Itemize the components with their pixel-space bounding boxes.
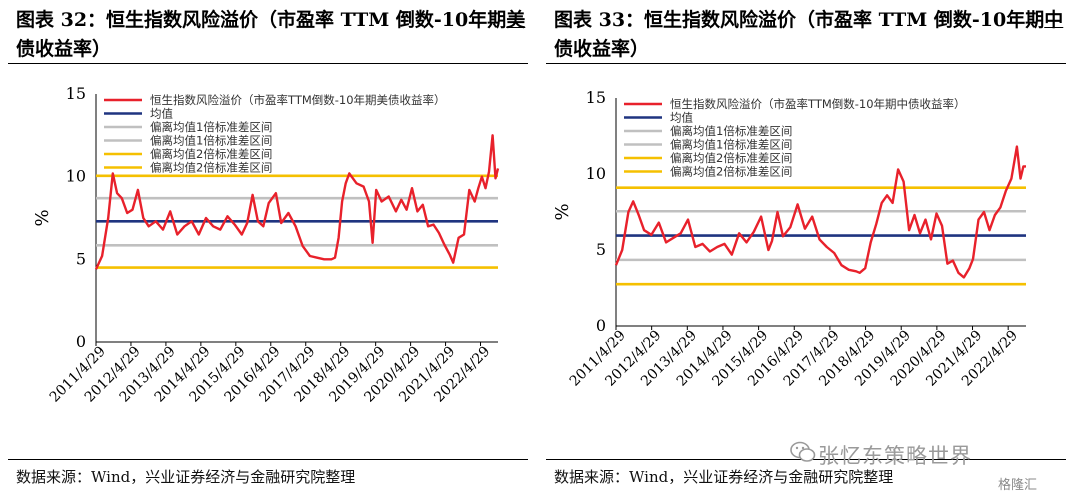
y-axis-label: % [32, 209, 53, 226]
risk-premium-series-line [94, 134, 500, 270]
legend-label: 偏离均值2倍标准差区间 [670, 151, 792, 165]
legend-label: 恒生指数风险溢价（市盈率TTM倒数-10年期中债收益率） [670, 97, 966, 111]
chart-title-left: 图表 32：恒生指数风险溢价（市盈率 TTM 倒数-10年期美债收益率） [16, 9, 526, 60]
y-tick-label: 15 [66, 84, 86, 103]
watermark-text: 张忆东策略世界 [818, 444, 972, 468]
y-tick-label: 5 [76, 249, 86, 268]
watermark-logo: 格隆汇 [998, 478, 1038, 493]
divider-top-right [546, 63, 1066, 64]
y-tick-label: 15 [586, 88, 606, 107]
legend-label: 均值 [150, 107, 173, 121]
y-tick-label: 5 [596, 240, 606, 259]
divider-bottom-left [8, 459, 528, 460]
divider-top-left [8, 63, 528, 64]
y-tick-label: 10 [66, 167, 86, 186]
legend-label: 偏离均值1倍标准差区间 [670, 138, 792, 152]
chart-panel-left: 图表 32：恒生指数风险溢价（市盈率 TTM 倒数-10年期美债收益率） 0 5 1… [8, 0, 528, 502]
legend-label: 偏离均值2倍标准差区间 [150, 147, 272, 161]
legend-label: 偏离均值2倍标准差区间 [670, 165, 792, 179]
legend-label: 偏离均值1倍标准差区间 [150, 120, 272, 134]
y-tick-label: 0 [596, 316, 606, 335]
y-tick-label: 10 [586, 164, 606, 183]
wechat-icon [790, 441, 816, 462]
y-axis-label: % [552, 203, 573, 220]
line-chart-right: 051015%2011/4/292012/4/292013/4/292014/4… [552, 88, 1026, 390]
risk-premium-series-line [614, 145, 1026, 279]
source-note-right: 数据来源：Wind，兴业证券经济与金融研究院整理 [554, 468, 894, 486]
y-tick-label: 0 [76, 332, 86, 351]
legend-label: 均值 [670, 111, 693, 125]
legend-label: 偏离均值1倍标准差区间 [150, 134, 272, 148]
legend-label: 偏离均值1倍标准差区间 [670, 124, 792, 138]
line-chart-left: 051015%2011/4/292012/4/292013/4/292014/4… [32, 84, 500, 406]
legend-label: 偏离均值2倍标准差区间 [150, 161, 272, 175]
chart-panel-right: 图表 33：恒生指数风险溢价（市盈率 TTM 倒数-10年期中债收益率） 0 5 1… [546, 0, 1066, 502]
legend-label: 恒生指数风险溢价（市盈率TTM倒数-10年期美债收益率） [150, 93, 446, 107]
source-note-left: 数据来源：Wind，兴业证券经济与金融研究院整理 [16, 468, 356, 486]
chart-title-right: 图表 33：恒生指数风险溢价（市盈率 TTM 倒数-10年期中债收益率） [554, 9, 1064, 60]
